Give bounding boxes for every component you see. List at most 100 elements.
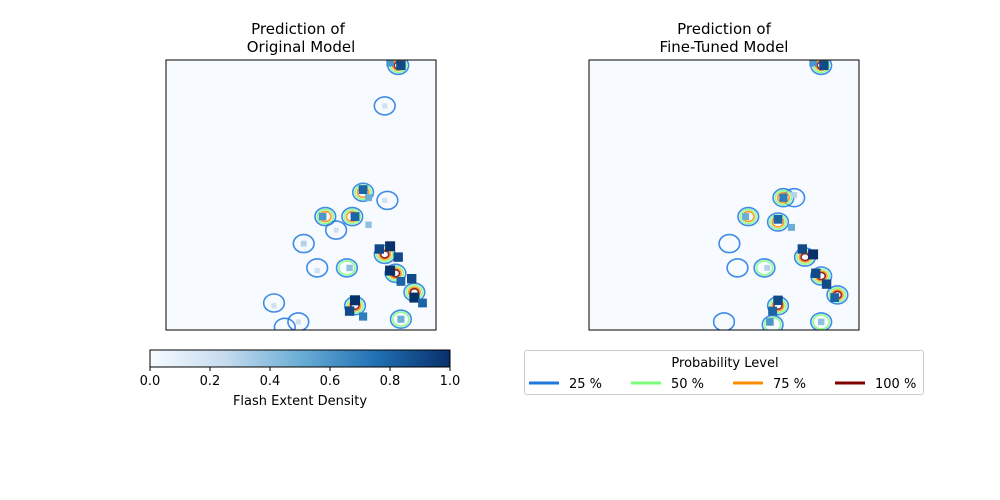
contour-25-0-0 [373,96,396,116]
density-cell-1-0 [819,60,829,71]
contour-25-1-13 [826,285,849,305]
density-cell-1-3 [791,192,798,198]
contour-75-0-14 [378,248,392,261]
contour-25-1-8 [737,206,760,227]
contour-50-0-12 [343,208,362,225]
contour-50-1-4 [755,260,774,276]
density-cell-0-3 [358,185,368,194]
density-cell-1-10 [764,265,771,271]
contour-25-0-1 [376,190,399,211]
panel-finetuned-background [589,60,859,330]
density-cell-0-26 [295,319,301,325]
panel-title-original-line2: Original Model [247,38,356,56]
density-cell-0-13 [385,265,396,276]
contour-25-1-1 [718,233,741,254]
colorbar-label: Flash Extent Density [233,394,367,409]
legend: Probability Level 25 % 50 % 75 % 100 % [524,350,924,395]
density-cell-1-11 [821,279,832,289]
density-cell-1-8 [808,249,819,260]
legend-label-1: 50 % [671,377,704,392]
density-cell-1-16 [818,318,825,326]
contour-25-0-5 [262,293,286,313]
contour-25-0-2 [324,220,348,240]
panel-original-marks [262,60,427,330]
density-cell-0-8 [365,221,372,228]
density-cell-0-1 [386,60,394,67]
legend-canvas: Probability Level 25 % 50 % 75 % 100 % [529,356,916,392]
colorbar-tick-label-1: 0.2 [200,374,221,389]
density-cell-0-7 [350,212,360,221]
colorbar-tick-label-0: 0.0 [140,374,161,389]
density-cell-1-5 [773,214,783,224]
contour-25-0-9 [389,309,413,330]
density-cell-0-22 [344,306,355,316]
contour-25-0-3 [292,233,315,254]
density-cell-0-20 [418,298,427,308]
density-cell-1-14 [768,306,777,316]
density-cell-1-2 [779,193,788,202]
panel-finetuned-marks [712,60,849,330]
contour-50-0-11 [316,208,335,225]
density-cell-0-24 [397,315,405,323]
contour-25-1-4 [753,258,776,278]
legend-label-3: 100 % [875,377,916,392]
contour-50-1-6 [812,314,831,330]
contour-25-1-9 [766,212,790,232]
contour-50-1-8 [739,208,758,225]
contour-25-1-12 [810,266,833,286]
contour-50-1-5 [763,316,782,330]
density-cell-0-18 [407,274,417,284]
panel-title-finetuned-line2: Fine-Tuned Model [660,38,789,56]
contour-50-0-9 [392,311,410,328]
legend-entries: 25 % 50 % 75 % 100 % [529,377,916,392]
density-cell-0-21 [350,295,360,306]
colorbar-tick-label-3: 0.6 [320,374,341,389]
panel-title-original-line1: Prediction of [251,20,345,38]
density-cell-0-23 [359,312,368,321]
density-cell-0-6 [318,212,327,221]
density-cell-0-0 [396,60,406,71]
contour-25-0-10 [351,182,375,203]
density-cell-0-2 [382,103,388,109]
contour-25-1-6 [810,312,833,330]
density-cell-1-4 [742,213,750,221]
colorbar-tick-label-4: 0.8 [380,374,401,389]
contour-50-0-14 [375,246,394,263]
density-cell-0-12 [393,252,403,262]
colorbar-tick-label-2: 0.4 [260,374,281,389]
contour-25-1-2 [726,258,749,278]
contour-50-0-8 [338,260,356,276]
contour-25-0-12 [341,206,364,227]
density-cell-0-10 [385,241,396,252]
density-cell-1-13 [773,295,783,305]
panel-original-background [166,60,436,330]
density-cell-0-19 [409,292,420,303]
density-cell-1-15 [766,318,774,326]
contour-25-0-4 [306,258,329,278]
contour-25-1-5 [761,314,784,330]
density-cell-1-1 [809,60,817,67]
density-cell-0-11 [374,244,384,254]
contour-25-0-11 [314,206,337,227]
legend-label-2: 75 % [773,377,806,392]
density-cell-0-25 [271,303,277,309]
density-cell-0-15 [300,240,307,247]
contour-25-0-8 [335,258,359,278]
colorbar-tick-label-5: 1.0 [440,374,461,389]
density-cell-0-14 [396,277,406,286]
density-cell-1-7 [797,244,807,254]
density-cell-0-9 [333,227,339,233]
density-cell-0-16 [346,264,353,272]
density-cell-1-6 [788,223,795,231]
colorbar-gradient [149,349,451,368]
contour-25-1-3 [712,312,736,330]
contour-25-0-7 [273,317,296,330]
legend-title: Probability Level [671,356,778,371]
density-cell-1-12 [830,293,840,302]
panel-title-finetuned-line1: Prediction of [677,20,771,38]
legend-label-0: 25 % [569,377,602,392]
contour-100-0-14 [379,250,390,259]
density-cell-1-9 [811,268,821,278]
density-cell-0-4 [365,194,372,202]
